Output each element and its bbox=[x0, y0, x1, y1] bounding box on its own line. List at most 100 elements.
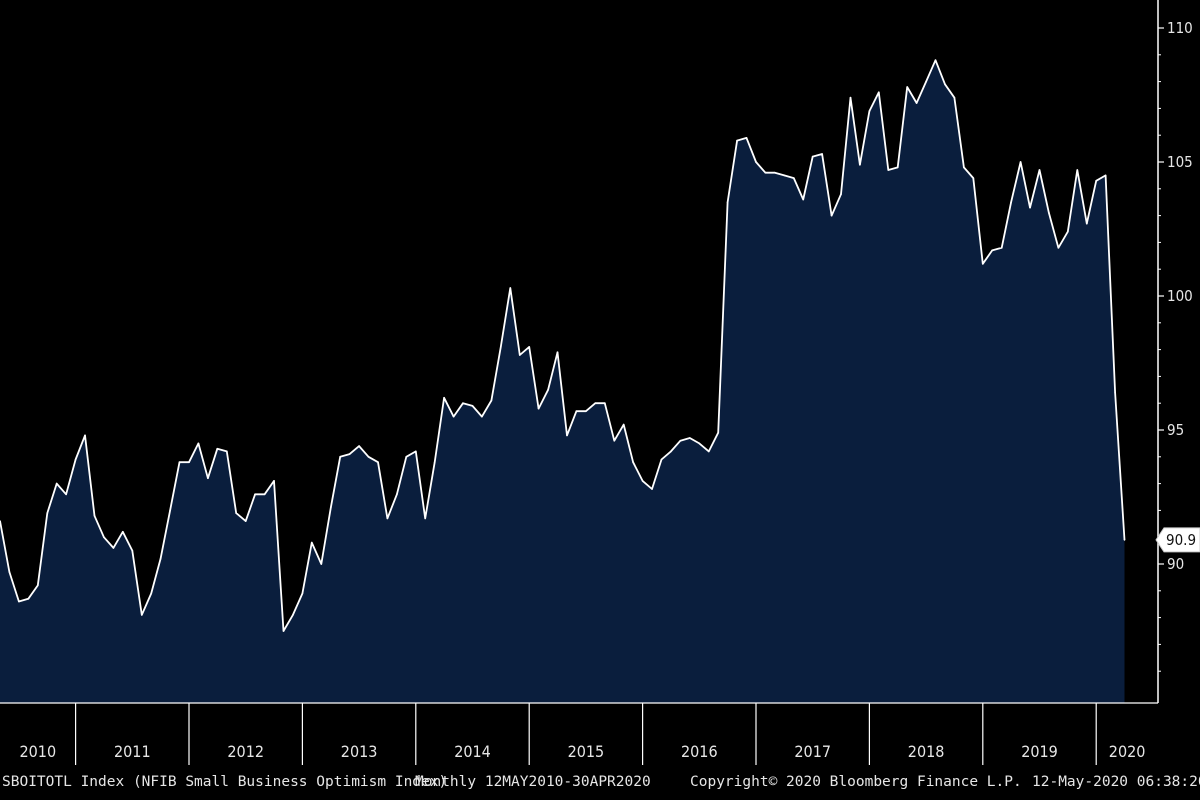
data-point bbox=[840, 193, 842, 195]
data-point bbox=[821, 153, 823, 155]
data-point bbox=[197, 442, 200, 445]
data-point bbox=[660, 458, 663, 461]
data-point bbox=[452, 415, 455, 418]
data-point bbox=[273, 480, 275, 482]
data-point bbox=[348, 453, 351, 455]
data-point bbox=[575, 410, 578, 413]
data-point bbox=[896, 166, 899, 169]
data-point bbox=[566, 434, 568, 437]
data-point bbox=[216, 448, 219, 450]
y-tick-label: 105 bbox=[1167, 153, 1193, 171]
data-point bbox=[462, 402, 464, 405]
series-area-fill bbox=[0, 60, 1125, 703]
data-point bbox=[1104, 174, 1107, 177]
data-point bbox=[433, 461, 436, 464]
data-point bbox=[386, 517, 389, 520]
data-point bbox=[169, 509, 171, 512]
data-point bbox=[717, 431, 719, 434]
data-point bbox=[292, 614, 294, 616]
data-point bbox=[103, 536, 105, 538]
data-point bbox=[235, 512, 237, 514]
data-point bbox=[263, 493, 266, 496]
data-point bbox=[783, 174, 786, 177]
data-point bbox=[556, 351, 559, 354]
data-point bbox=[509, 287, 512, 289]
data-point bbox=[1019, 161, 1022, 163]
x-tick-label: 2010 bbox=[19, 742, 56, 761]
data-point bbox=[849, 96, 852, 99]
data-point bbox=[887, 169, 890, 171]
data-point bbox=[141, 614, 143, 616]
data-point bbox=[745, 137, 748, 139]
data-point bbox=[65, 493, 67, 496]
data-point bbox=[377, 461, 379, 464]
data-point bbox=[443, 397, 445, 399]
data-point bbox=[159, 557, 162, 560]
data-point bbox=[1095, 180, 1097, 182]
data-point bbox=[1010, 201, 1012, 203]
footer-copyright: Copyright© 2020 Bloomberg Finance L.P. bbox=[690, 774, 1022, 790]
data-point bbox=[641, 480, 644, 482]
data-point bbox=[972, 177, 975, 179]
data-point bbox=[622, 423, 625, 426]
data-point bbox=[1038, 169, 1041, 171]
data-point bbox=[726, 201, 729, 203]
data-point bbox=[934, 59, 937, 61]
x-tick-label: 2016 bbox=[681, 742, 718, 761]
data-point bbox=[471, 405, 474, 407]
chart-footer: SBOITOTL Index (NFIB Small Business Opti… bbox=[0, 770, 1200, 800]
y-tick-label: 100 bbox=[1167, 287, 1193, 305]
data-point bbox=[131, 549, 134, 552]
data-point bbox=[925, 80, 927, 83]
footer-index-description: SBOITOTL Index (NFIB Small Business Opti… bbox=[2, 774, 448, 790]
data-point bbox=[396, 493, 398, 496]
data-point bbox=[878, 91, 880, 94]
data-point bbox=[651, 488, 653, 490]
x-tick-label: 2015 bbox=[568, 742, 605, 761]
data-point bbox=[708, 450, 710, 453]
data-point bbox=[55, 482, 58, 485]
data-point bbox=[1000, 247, 1003, 249]
x-tick-label: 2013 bbox=[341, 742, 378, 761]
data-point bbox=[915, 102, 918, 104]
data-point bbox=[178, 461, 181, 464]
data-point bbox=[632, 461, 634, 464]
footer-period: Monthly 12MAY2010-30APR2020 bbox=[415, 774, 651, 790]
data-point bbox=[736, 139, 738, 142]
data-point bbox=[254, 493, 256, 496]
data-point bbox=[689, 437, 691, 439]
data-point bbox=[1076, 169, 1079, 171]
data-point bbox=[1123, 539, 1126, 541]
data-point bbox=[330, 506, 332, 509]
last-value-label: 90.9 bbox=[1166, 531, 1196, 549]
data-point bbox=[301, 592, 304, 595]
data-point bbox=[320, 563, 323, 565]
data-point bbox=[698, 442, 701, 445]
data-point bbox=[537, 407, 540, 410]
data-point bbox=[830, 214, 833, 217]
data-point bbox=[944, 83, 946, 86]
data-point bbox=[311, 541, 313, 544]
data-point bbox=[1086, 222, 1088, 225]
data-point bbox=[1067, 230, 1069, 233]
data-point bbox=[774, 171, 776, 174]
data-point bbox=[1114, 391, 1116, 394]
data-point bbox=[112, 547, 115, 549]
x-tick-label: 2018 bbox=[908, 742, 945, 761]
data-point bbox=[811, 155, 814, 158]
data-point bbox=[150, 592, 152, 595]
x-tick-label: 2020 bbox=[1109, 742, 1146, 761]
data-point bbox=[18, 600, 20, 603]
data-point bbox=[84, 434, 86, 437]
data-point bbox=[1048, 212, 1050, 214]
data-point bbox=[37, 584, 39, 587]
data-point bbox=[963, 166, 965, 169]
data-point bbox=[679, 439, 682, 442]
data-point bbox=[991, 249, 993, 252]
data-point bbox=[547, 389, 549, 391]
data-point bbox=[755, 161, 757, 163]
data-point bbox=[424, 517, 427, 520]
data-point bbox=[982, 263, 984, 265]
data-point bbox=[906, 86, 908, 88]
data-point bbox=[226, 450, 228, 453]
